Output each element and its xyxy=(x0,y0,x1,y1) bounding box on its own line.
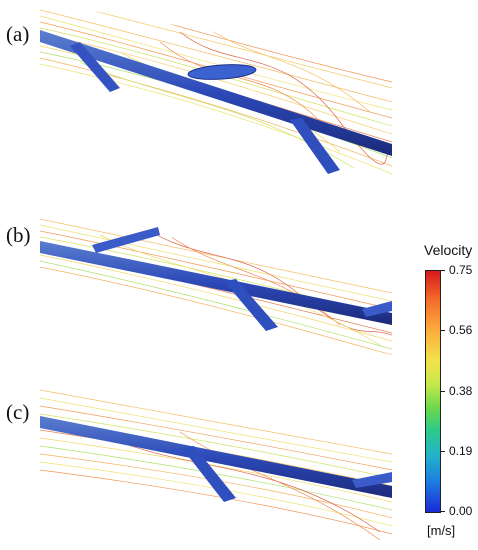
main-rod-b xyxy=(40,241,392,325)
panel-label-a: (a) xyxy=(6,22,30,46)
fin-c-1 xyxy=(182,446,236,502)
tick-mark-3 xyxy=(440,451,445,452)
legend-unit: [m/s] xyxy=(427,523,456,538)
panel-label-b: (b) xyxy=(6,223,31,247)
panel-a: (a) xyxy=(0,0,400,180)
tick-label-3: 0.38 xyxy=(449,384,473,398)
main-rod-a xyxy=(40,30,392,156)
tick-mark-2 xyxy=(440,391,445,392)
streamlines-c xyxy=(40,389,392,541)
panel-b: (b) xyxy=(0,205,400,365)
fin-b-1 xyxy=(92,227,160,253)
tick-label-2: 0.56 xyxy=(449,323,473,337)
fin-b-2 xyxy=(224,279,278,331)
tick-label-min: 0.00 xyxy=(449,504,473,518)
tick-mark-4 xyxy=(440,511,445,512)
tick-label-max: 0.75 xyxy=(449,263,473,277)
streamline-view-b xyxy=(40,218,392,355)
panel-label-c: (c) xyxy=(6,400,30,424)
legend-title: Velocity xyxy=(424,242,473,258)
velocity-colorbar xyxy=(425,270,441,513)
tick-mark-1 xyxy=(440,330,445,331)
fin-b-3 xyxy=(362,301,392,317)
main-rod-c xyxy=(40,416,392,498)
disc-a xyxy=(187,64,257,80)
streamline-view-a xyxy=(40,2,392,175)
tick-mark-0 xyxy=(440,270,445,271)
fin-a-1 xyxy=(70,42,120,92)
streamline-view-c xyxy=(40,389,392,541)
fin-a-2 xyxy=(290,118,340,174)
tick-label-4: 0.19 xyxy=(449,444,473,458)
fin-c-2 xyxy=(352,472,392,488)
panel-c: (c) xyxy=(0,380,400,545)
